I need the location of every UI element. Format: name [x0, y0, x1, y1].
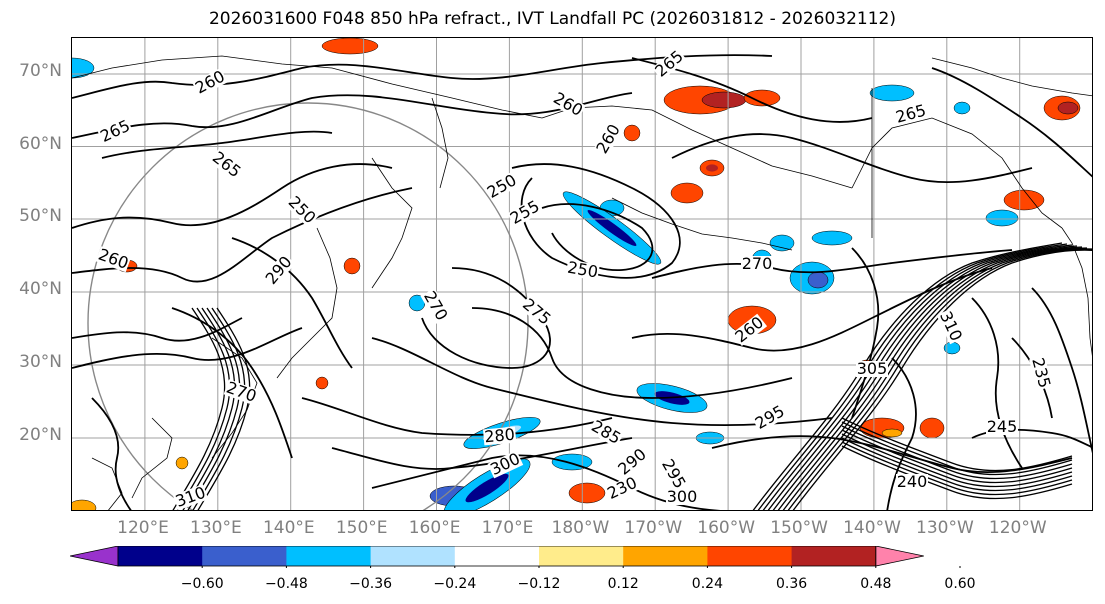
- contour-line: [471, 307, 793, 399]
- contour-line: [91, 397, 132, 510]
- contour-label: 310: [173, 483, 208, 511]
- lon-label-170W: 170°W: [624, 518, 683, 538]
- contour-label: 245: [987, 417, 1018, 436]
- contour-label: 240: [897, 472, 928, 491]
- colorbar-segment: [286, 546, 372, 566]
- lon-label-150E: 150°E: [335, 518, 388, 538]
- contour-line: [671, 133, 1033, 183]
- lon-label-170E: 170°E: [481, 518, 534, 538]
- contour-line: [886, 357, 917, 510]
- contour-line: [72, 327, 303, 369]
- contour-line: [72, 187, 413, 283]
- colorbar-extend-high: [875, 546, 924, 567]
- contour-line: [711, 435, 1073, 473]
- contour-line: [72, 163, 393, 229]
- lon-label-120W: 120°W: [988, 518, 1047, 538]
- dense-contour-band: [172, 242, 1092, 510]
- lon-label-140W: 140°W: [843, 518, 901, 538]
- contour-line: [101, 130, 333, 159]
- contour-line: [72, 92, 633, 139]
- contour-label: 280: [484, 425, 516, 447]
- contour-line: [301, 397, 613, 436]
- colorbar-tick-label: 0.24: [691, 576, 723, 592]
- lon-label-160W: 160°W: [697, 518, 756, 538]
- lon-label-150W: 150°W: [770, 518, 828, 538]
- contour-label: 265: [209, 148, 245, 182]
- colorbar-segment: [454, 546, 540, 566]
- contour-line: [511, 163, 681, 279]
- colorbar-tick-label: −0.36: [349, 576, 393, 592]
- lon-label-120E: 120°E: [117, 518, 169, 538]
- contour-label: 260: [192, 66, 228, 97]
- contour-label: 265: [894, 101, 928, 127]
- lat-label-60N: 60°N: [19, 134, 62, 154]
- lon-label-140E: 140°E: [262, 518, 315, 538]
- lat-label-30N: 30°N: [19, 352, 62, 372]
- contour-line: [651, 249, 1013, 279]
- lon-label-130E: 130°E: [190, 518, 242, 538]
- range-circle: [87, 102, 529, 510]
- contour-label: 300: [667, 487, 698, 506]
- lat-label-20N: 20°N: [19, 425, 62, 445]
- lon-label-160E: 160°E: [408, 518, 461, 538]
- contour-label: 305: [857, 359, 888, 378]
- contour-label: 260: [550, 88, 586, 120]
- colorbar-tick-label: 0.12: [607, 576, 639, 592]
- contour-label: 270: [420, 288, 452, 324]
- colorbar-segment: [202, 546, 287, 566]
- contour-line: [371, 454, 721, 510]
- colorbar-extend-low: [70, 546, 119, 567]
- contour-label: 265: [651, 46, 687, 80]
- map-title: 2026031600 F048 850 hPa refract., IVT La…: [208, 9, 896, 29]
- contour-line: [72, 54, 773, 99]
- lat-label-70N: 70°N: [19, 61, 62, 81]
- contour-line: [421, 267, 551, 369]
- contour-label: 250: [285, 192, 320, 227]
- colorbar-segment: [118, 546, 203, 566]
- colorbar-segment: [623, 546, 708, 566]
- contour-line: [1031, 287, 1092, 454]
- contour-line: [541, 203, 654, 271]
- lon-label-180W: 180°W: [551, 518, 610, 538]
- colorbar-tick-label: −0.12: [517, 576, 561, 592]
- lat-label-40N: 40°N: [19, 279, 62, 299]
- colorbar-segment: [791, 546, 877, 566]
- contour-label: 235: [1028, 356, 1054, 390]
- colorbar-tick-label: −0.24: [433, 576, 477, 592]
- contour-label: 260: [592, 121, 624, 157]
- contour-line: [171, 307, 293, 459]
- contour-label: 295: [752, 401, 788, 433]
- colorbar-tick-label: 0.60: [944, 576, 976, 592]
- contour-line: [931, 67, 1092, 178]
- contour-line: [231, 237, 353, 369]
- map-canvas: 2652602652602502552502602602652702602652…: [72, 38, 1092, 511]
- colorbar-tick-label: −0.48: [264, 576, 308, 592]
- contour-line: [851, 247, 880, 419]
- colorbar-segment: [707, 546, 793, 566]
- colorbar-segment: [370, 546, 456, 566]
- lat-label-50N: 50°N: [19, 206, 62, 226]
- colorbar-tick-label: 0.48: [860, 576, 892, 592]
- colorbar-tick-label: 0.36: [776, 576, 808, 592]
- contour-label: 260: [96, 245, 131, 273]
- lon-label-130W: 130°W: [916, 518, 974, 538]
- contour-line: [72, 317, 243, 342]
- colorbar-segment: [539, 546, 624, 566]
- contour-label: 250: [566, 258, 599, 282]
- map-panel: 265 260 265 260 250 255 250 260 260 265 270 260 265 2…: [71, 37, 1093, 511]
- contour-label: 270: [224, 378, 259, 406]
- colorbar: [70, 546, 961, 568]
- contour-line: [971, 297, 1023, 469]
- colorbar-tick-label: −0.60: [180, 576, 224, 592]
- contour-label: 270: [742, 254, 773, 273]
